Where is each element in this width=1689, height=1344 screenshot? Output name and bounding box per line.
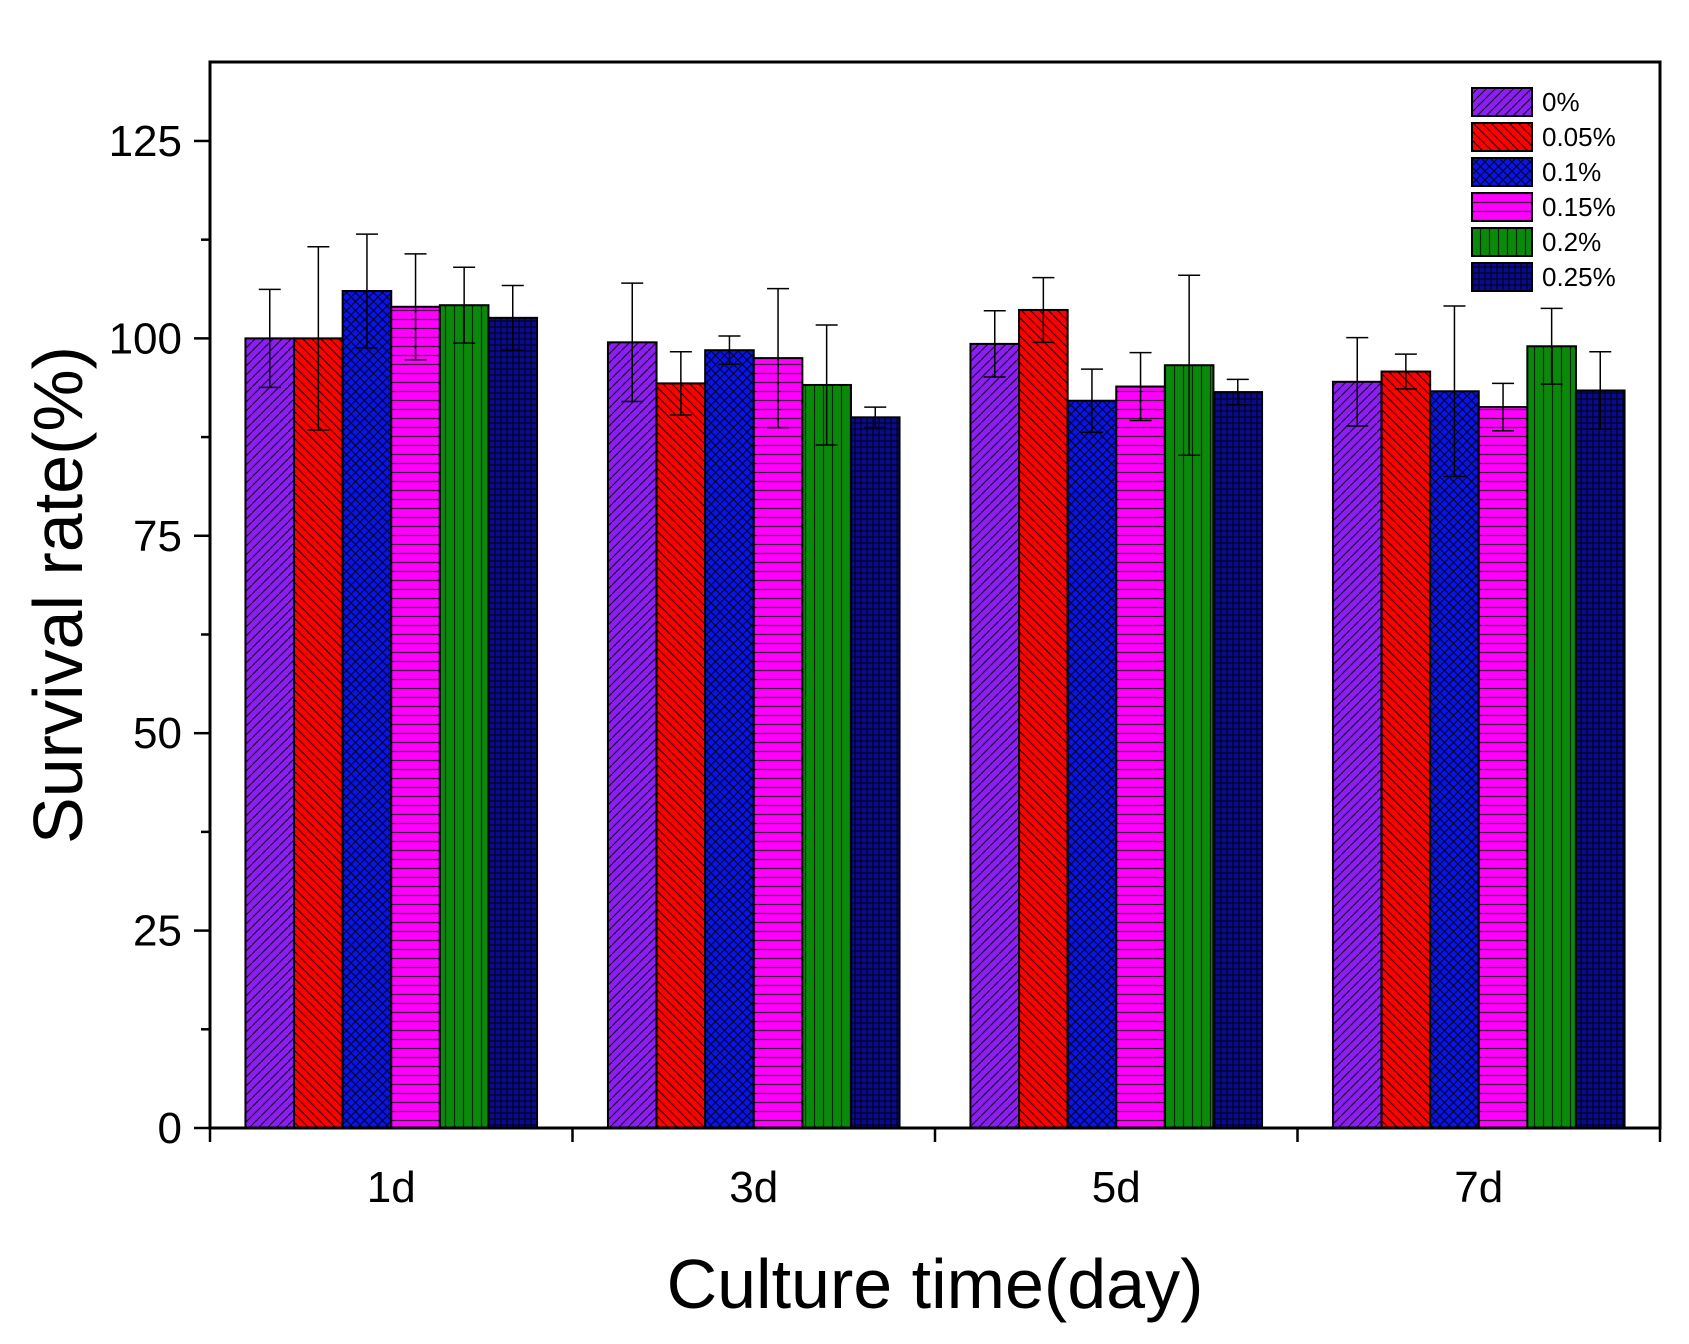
y-tick-label: 25 [133,907,182,956]
error-bar-0_15pct-1d [404,253,427,361]
legend-label: 0.15% [1542,192,1616,222]
error-bar-0_05pct-7d [1394,353,1417,390]
x-tick-label-7d: 7d [1454,1163,1503,1212]
bar-0_25pct-7d [1574,389,1626,1130]
bar-0pct-1d [244,337,296,1129]
error-bar-0pct-1d [258,288,281,389]
bar-0pct-5d [969,342,1021,1129]
bar-0_25pct-3d [849,416,901,1130]
y-tick-label: 50 [133,709,182,758]
legend-label: 0% [1542,87,1580,117]
bar-0_2pct-5d [1163,364,1215,1129]
error-bar-0_05pct-1d [307,246,330,431]
bar-0_05pct-5d [1018,308,1069,1129]
x-axis-title: Culture time(day) [667,1245,1204,1323]
error-bar-0_1pct-7d [1443,305,1466,478]
x-axis: 1d 3d 5d 7d [208,1128,1662,1212]
error-bar-0_15pct-5d [1129,351,1152,422]
error-bar-0_2pct-3d [815,324,838,446]
error-bar-0pct-7d [1346,336,1369,427]
legend-item-0pct: 0% [1471,87,1580,117]
x-tick-label-3d: 3d [729,1163,778,1212]
legend-item-0_2pct: 0.2% [1471,227,1601,257]
error-bar-0_2pct-7d [1540,307,1563,385]
legend-item-0_15pct: 0.15% [1471,192,1616,222]
y-tick-label: 0 [158,1104,182,1153]
x-tick-label-1d: 1d [367,1163,416,1212]
legend-swatch [1471,87,1533,117]
bar-0_1pct-5d [1066,399,1118,1129]
error-bar-0_25pct-5d [1226,378,1249,406]
error-bar-0_1pct-5d [1080,368,1103,434]
y-tick-label: 75 [133,512,182,561]
error-bar-0_1pct-1d [355,233,378,349]
bar-0_2pct-7d [1526,345,1577,1129]
bars [244,289,1626,1130]
bar-0_15pct-7d [1477,406,1529,1129]
bar-0_15pct-3d [752,357,804,1130]
bar-0_1pct-1d [341,289,393,1129]
x-tick-label-5d: 5d [1092,1163,1141,1212]
legend-swatch [1471,227,1533,257]
legend-label: 0.2% [1542,227,1601,257]
error-bar-0_25pct-1d [501,284,524,351]
bar-0_05pct-7d [1380,370,1432,1130]
legend-swatch [1471,122,1533,152]
y-axis-title: Survival rate(%) [19,346,97,844]
legend-swatch [1471,157,1533,187]
legend-swatch [1471,262,1533,292]
y-tick-label: 100 [109,314,182,363]
legend-item-0_25pct: 0.25% [1471,262,1616,292]
bar-0_15pct-5d [1115,385,1166,1129]
y-axis: 0 25 50 75 100 125 [109,117,210,1153]
legend-item-0_1pct: 0.1% [1471,157,1601,187]
legend-label: 0.05% [1542,122,1616,152]
bar-0_1pct-7d [1429,390,1480,1129]
error-bar-0_15pct-3d [767,287,790,429]
bar-0_2pct-3d [801,383,852,1130]
legend-swatch [1471,192,1533,222]
legend-label: 0.1% [1542,157,1601,187]
legend-item-0_05pct: 0.05% [1471,122,1616,152]
bar-0_15pct-1d [390,305,441,1130]
error-bar-0_25pct-7d [1589,351,1612,430]
y-tick-label: 125 [109,117,182,166]
error-bar-0pct-3d [621,282,644,403]
bar-0_2pct-1d [438,304,490,1129]
legend-label: 0.25% [1542,262,1616,292]
bar-0pct-3d [606,341,658,1129]
error-bar-0_1pct-3d [718,335,741,366]
error-bars [258,233,1612,478]
error-bar-0_05pct-5d [1032,276,1055,344]
error-bar-0_2pct-5d [1178,274,1201,456]
bar-0_25pct-5d [1212,391,1264,1129]
bar-0pct-7d [1331,380,1383,1129]
error-bar-0pct-5d [983,309,1006,378]
error-bar-0_2pct-1d [453,266,476,344]
bar-0_05pct-1d [293,337,344,1129]
error-bar-0_25pct-3d [864,406,887,429]
error-bar-0_05pct-3d [669,351,692,416]
legend: 0% 0.05% 0.1% 0.15% 0.2% 0.25% [1471,87,1616,292]
bar-0_05pct-3d [655,382,707,1129]
bar-0_25pct-1d [487,316,539,1129]
bar-0_1pct-3d [704,349,755,1129]
error-bar-0_15pct-7d [1492,382,1515,432]
